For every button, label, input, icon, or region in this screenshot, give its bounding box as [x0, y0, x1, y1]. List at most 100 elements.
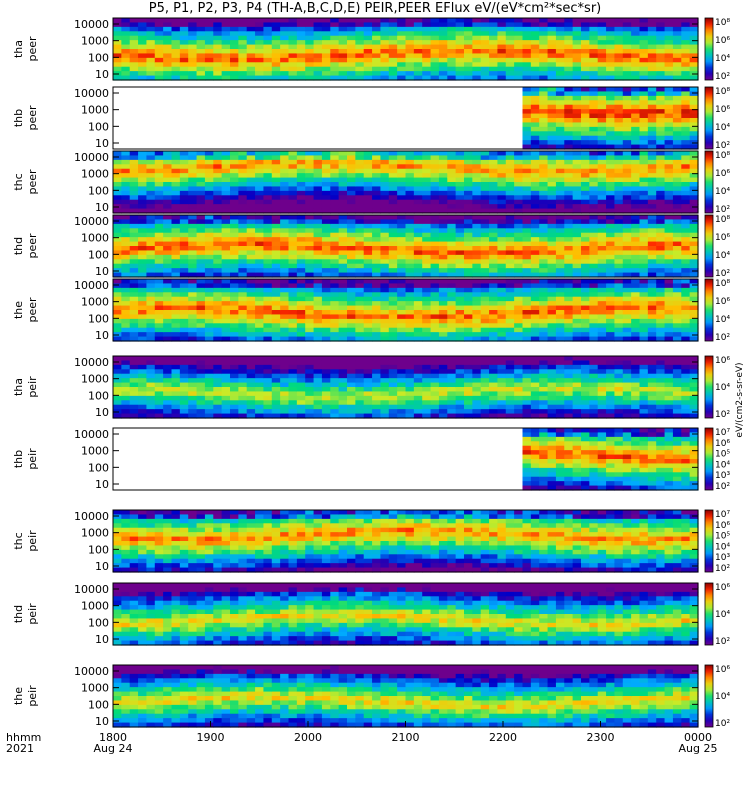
spectrogram-pixel — [581, 314, 590, 320]
spectrogram-pixel — [464, 53, 473, 59]
spectrogram-pixel — [489, 177, 499, 183]
spectrogram-pixel — [664, 113, 674, 119]
spectrogram-pixel — [313, 382, 323, 388]
spectrogram-pixel — [246, 259, 256, 265]
spectrogram-pixel — [455, 296, 465, 302]
spectrogram-pixel — [246, 356, 256, 362]
spectrogram-pixel — [539, 241, 549, 247]
spectrogram-pixel — [547, 155, 557, 161]
spectrogram-pixel — [672, 44, 682, 50]
spectrogram-pixel — [606, 287, 616, 293]
spectrogram-pixel — [489, 228, 499, 234]
spectrogram-pixel — [514, 246, 524, 252]
spectrogram-pixel — [505, 327, 515, 333]
spectrogram-pixel — [497, 250, 507, 256]
spectrogram-pixel — [606, 144, 616, 150]
spectrogram-pixel — [672, 131, 682, 137]
spectrogram-pixel — [179, 75, 189, 81]
spectrogram-pixel — [179, 360, 189, 366]
spectrogram-pixel — [497, 44, 507, 50]
spectrogram-pixel — [238, 71, 248, 77]
spectrogram-pixel — [221, 219, 231, 225]
spectrogram-pixel — [163, 400, 173, 406]
spectrogram-pixel — [246, 66, 256, 72]
spectrogram-pixel — [188, 18, 198, 24]
spectrogram-pixel — [188, 413, 198, 419]
spectrogram-pixel — [405, 323, 415, 329]
spectrogram-pixel — [230, 159, 239, 165]
spectrogram-pixel — [639, 126, 649, 132]
spectrogram-pixel — [313, 49, 323, 55]
spectrogram-pixel — [530, 323, 540, 329]
spectrogram-pixel — [347, 395, 356, 401]
spectrogram-pixel — [355, 336, 365, 342]
spectrogram-pixel — [581, 31, 590, 37]
spectrogram-pixel — [196, 26, 206, 32]
spectrogram-pixel — [179, 186, 189, 192]
spectrogram-pixel — [522, 159, 532, 165]
spectrogram-pixel — [555, 272, 565, 278]
spectrogram-pixel — [597, 190, 607, 196]
spectrogram-pixel — [163, 413, 173, 419]
spectrogram-pixel — [313, 237, 323, 243]
spectrogram-pixel — [238, 404, 248, 410]
spectrogram-pixel — [154, 246, 164, 252]
spectrogram-pixel — [213, 268, 223, 274]
spectrogram-pixel — [188, 360, 198, 366]
spectrogram-pixel — [146, 301, 156, 307]
spectrogram-pixel — [221, 208, 231, 214]
spectrogram-pixel — [547, 263, 557, 269]
spectrogram-pixel — [606, 118, 616, 124]
spectrogram-pixel — [622, 246, 632, 252]
spectrogram-pixel — [589, 182, 599, 188]
figure-title: P5, P1, P2, P3, P4 (TH-A,B,C,D,E) PEIR,P… — [148, 1, 602, 16]
spectrogram-pixel — [188, 310, 198, 316]
spectrogram-pixel — [480, 360, 490, 366]
spectrogram-pixel — [288, 292, 298, 298]
spectrogram-pixel — [288, 22, 298, 28]
spectrogram-pixel — [305, 409, 315, 415]
spectrogram-pixel — [263, 409, 273, 415]
spectrogram-pixel — [171, 186, 181, 192]
spectrogram-pixel — [196, 323, 206, 329]
spectrogram-pixel — [438, 232, 448, 238]
spectrogram-pixel — [129, 66, 139, 72]
spectrogram-pixel — [480, 204, 490, 210]
spectrogram-pixel — [154, 199, 164, 205]
spectrogram-pixel — [154, 336, 164, 342]
spectrogram-pixel — [230, 164, 239, 170]
spectrogram-pixel — [639, 186, 649, 192]
spectrogram-pixel — [280, 18, 290, 24]
spectrogram-pixel — [138, 404, 148, 410]
spectrogram-pixel — [455, 190, 465, 196]
spectrogram-pixel — [480, 168, 490, 174]
spectrogram-pixel — [422, 241, 432, 247]
spectrogram-pixel — [614, 199, 624, 205]
spectrogram-pixel — [606, 57, 616, 63]
spectrogram-pixel — [171, 40, 181, 46]
spectrogram-pixel — [171, 336, 181, 342]
spectrogram-pixel — [305, 164, 315, 170]
spectrogram-pixel — [221, 272, 231, 278]
spectrogram-pixel — [121, 195, 131, 201]
spectrogram-pixel — [204, 323, 214, 329]
spectrogram-pixel — [581, 263, 590, 269]
spectrogram-pixel — [280, 182, 290, 188]
spectrogram-pixel — [664, 53, 674, 59]
spectrogram-pixel — [489, 356, 499, 362]
spectrogram-pixel — [121, 177, 131, 183]
spectrogram-pixel — [138, 186, 148, 192]
spectrogram-pixel — [522, 232, 532, 238]
spectrogram-pixel — [564, 140, 574, 146]
spectrogram-pixel — [505, 279, 515, 285]
spectrogram-pixel — [606, 215, 616, 221]
spectrogram-pixel — [171, 259, 181, 265]
spectrogram-pixel — [221, 263, 231, 269]
spectrogram-pixel — [539, 263, 549, 269]
spectrogram-pixel — [388, 327, 398, 333]
spectrogram-pixel — [413, 296, 423, 302]
spectrogram-pixel — [405, 57, 415, 63]
spectrogram-pixel — [146, 241, 156, 247]
spectrogram-pixel — [163, 382, 173, 388]
spectrogram-pixel — [397, 190, 407, 196]
